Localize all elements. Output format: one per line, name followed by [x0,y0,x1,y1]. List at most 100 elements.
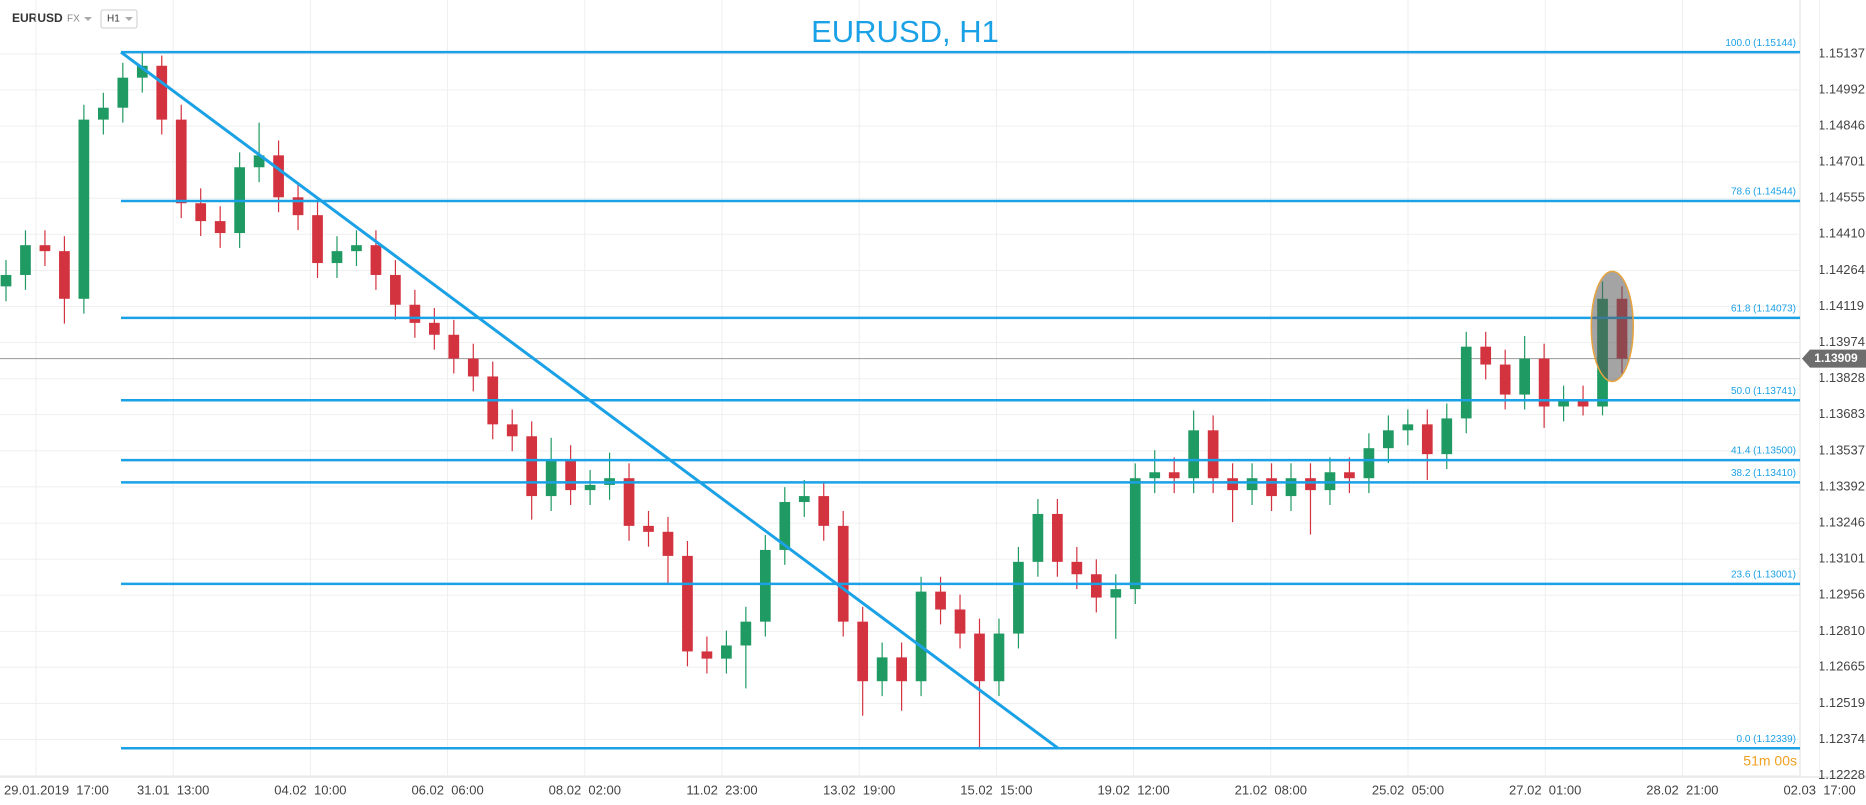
y-tick-label: 1.13246 [1818,515,1865,530]
candle-body [896,657,907,682]
candle-body [526,436,538,497]
overlay: 100.0 (1.15144) 78.6 (1.14544) 61.8 (1.140… [120,38,1866,769]
candle-body [312,215,323,264]
y-tick-label: 1.12228 [1818,767,1865,782]
x-tick-label: 15.02 15:00 [960,782,1032,797]
candle-body [1421,424,1433,455]
candle-body [818,496,830,526]
candle-body [721,645,732,659]
candle-body [1188,430,1200,479]
candle-body [759,549,771,622]
x-tick-label: 13.02 19:00 [823,782,895,797]
candle-body [253,155,265,168]
candle-body [195,203,207,222]
candle-body [935,591,946,610]
dropdown-caret [84,17,92,21]
x-tick-label: 31.01 13:00 [137,782,209,797]
candle-body [1071,561,1083,575]
y-tick-label: 1.13392 [1818,478,1865,493]
candle-body [292,197,304,216]
candle-body [565,460,576,491]
candle-body [78,119,90,299]
y-tick-label: 1.13974 [1818,334,1865,349]
candle-body [740,621,752,646]
fib-level-label: 23.6 (1.13001) [1731,570,1796,581]
candle-body [467,358,479,377]
y-tick-label: 1.13828 [1818,370,1865,385]
candle-body [1129,478,1141,590]
candle-body [1460,346,1472,419]
fib-level-label: 0.0 (1.12339) [1737,734,1797,745]
header: EURUSD FX H1 [12,9,138,29]
candle-body [20,245,31,275]
countdown: 51m 00s [1743,753,1797,769]
fib-level-label: 78.6 (1.14544) [1731,187,1796,198]
candle-body [97,107,109,120]
candle-body [545,460,557,497]
candle-body [1402,424,1414,431]
candle-body [837,525,849,622]
symbol: EURUSD [12,11,63,25]
trend-line [120,50,1059,750]
candle-body [351,245,362,252]
candle-body [1305,478,1316,491]
candle-body [1499,364,1511,395]
candle-body [1577,400,1589,407]
candle-body [798,496,810,503]
candle-body [1168,472,1180,479]
candle-body [370,245,382,275]
candle-body [1227,478,1238,491]
candle-body [390,274,401,305]
fib-level-label: 38.2 (1.13410) [1731,468,1796,479]
x-tick-label: 29.01.2019 17:00 [4,782,109,797]
y-tick-label: 1.13537 [1818,442,1865,457]
candle-body [1052,513,1063,562]
x-tick-label: 21.02 08:00 [1235,782,1307,797]
y-tick-label: 1.12810 [1818,623,1865,638]
y-tick-label: 1.14410 [1818,226,1865,241]
dropdown-caret [125,17,133,21]
candle-body [214,221,226,234]
candle-body [1207,430,1219,479]
y-tick-label: 1.15137 [1818,45,1865,60]
candle-body [1285,478,1297,497]
candle-body [1558,400,1569,407]
candle-body [974,633,985,682]
price-tag [1802,349,1866,368]
y-tick-label: 1.13683 [1818,406,1865,421]
market[interactable]: FX [67,14,80,25]
x-tick-label: 27.02 01:00 [1509,782,1581,797]
x-tick-label: 06.02 06:00 [411,782,483,797]
y-tick-label: 1.14119 [1818,298,1864,313]
timeframe: H1 [107,14,120,25]
x-tick-label: 04.02 10:00 [274,782,346,797]
fib-level-label: 50.0 (1.13741) [1731,386,1796,397]
candle-body [584,484,596,491]
x-tick-label: 19.02 12:00 [1097,782,1169,797]
candle-body [701,651,713,659]
candle-body [409,304,421,323]
candle-body [1149,472,1161,479]
candle-body [1266,478,1277,497]
y-tick-label: 1.14701 [1818,153,1865,168]
candle-body [1519,358,1531,395]
candle-body [662,531,674,556]
candle-body [1538,358,1550,407]
candle-body [428,322,440,335]
candle-body [857,621,869,682]
candle-body [448,334,460,359]
x-tick-label: 02.03 17:00 [1783,782,1855,797]
candle-body [915,591,927,682]
timeframe-box[interactable] [100,9,138,29]
y-tick-label: 1.12519 [1818,695,1865,710]
candle-body [1363,448,1375,479]
candle-body [876,657,888,682]
chart-title: EURUSD, H1 [811,14,999,49]
candle-body [623,478,635,526]
candle-body [136,65,148,78]
candle-body [39,245,51,252]
candle-body [1090,574,1102,598]
candle-body [1383,430,1394,449]
candle-body [331,251,343,264]
